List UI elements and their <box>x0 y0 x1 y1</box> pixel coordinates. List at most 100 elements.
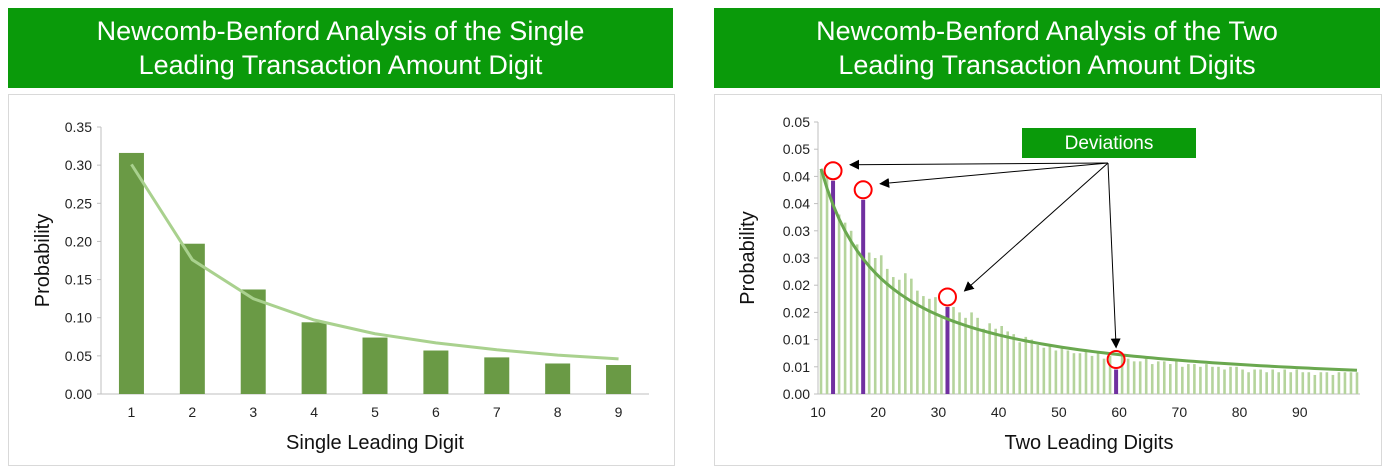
bar <box>545 363 571 394</box>
deviation-circle <box>1106 350 1126 370</box>
bar <box>1343 372 1347 394</box>
y-tick-label: 0.25 <box>65 195 92 211</box>
left-title-line-2: Leading Transaction Amount Digit <box>138 50 543 80</box>
bar <box>1120 355 1124 394</box>
bar <box>1349 372 1353 394</box>
bar <box>1048 345 1052 394</box>
x-tick-label: 2 <box>188 404 196 420</box>
deviations-label-box <box>1022 128 1196 158</box>
y-tick-label: 0.04 <box>783 168 810 184</box>
bar <box>1307 372 1311 394</box>
x-tick-label: 30 <box>931 404 947 420</box>
y-tick-label: 0.04 <box>783 196 810 212</box>
bar <box>1078 353 1082 394</box>
bar <box>1102 358 1106 394</box>
bar <box>1355 372 1359 394</box>
bar <box>988 323 991 394</box>
bar <box>1283 369 1287 394</box>
bar <box>940 317 943 394</box>
bar <box>1301 372 1305 394</box>
right-chart-panel: 0.00 0.01 0.01 0.02 0.02 0.03 0.03 0.04 0.04 0.05… <box>714 94 1382 466</box>
bar <box>1084 350 1088 394</box>
y-tick-label: 0.02 <box>783 304 810 320</box>
bar <box>910 278 913 394</box>
bar <box>982 328 985 394</box>
bar <box>1265 372 1268 394</box>
bar <box>1247 372 1250 394</box>
y-tick-label: 0.03 <box>783 250 810 266</box>
bar <box>1156 361 1160 394</box>
bar <box>1169 364 1172 394</box>
y-tick-label: 0.01 <box>783 359 810 375</box>
left-chart-title: Newcomb-Benford Analysis of the Single L… <box>8 8 673 88</box>
bar <box>952 306 955 394</box>
x-tick-label: 4 <box>310 404 318 420</box>
bar <box>1313 374 1317 394</box>
bar <box>1325 372 1329 394</box>
y-tick-label: 0.03 <box>783 223 810 239</box>
deviation-bar <box>861 199 866 394</box>
x-tick-label: 70 <box>1172 404 1188 420</box>
bar <box>1175 361 1178 394</box>
bar <box>825 176 829 394</box>
bar <box>423 350 449 394</box>
bar <box>1337 372 1341 394</box>
deviation-arrow <box>1107 162 1121 349</box>
deviation-circle <box>853 180 873 200</box>
y-tick-label: 0.00 <box>65 386 92 402</box>
x-axis-title: Two Leading Digits <box>1005 432 1174 454</box>
bar <box>1138 361 1142 394</box>
bar <box>1096 353 1100 394</box>
bar <box>1259 369 1262 394</box>
right-title-line-2: Leading Transaction Amount Digits <box>838 50 1256 80</box>
bar <box>964 317 967 394</box>
bar <box>958 312 961 394</box>
bar <box>1229 366 1232 394</box>
bar <box>1000 326 1003 394</box>
left-chart-panel: 0.00 0.05 0.10 0.15 0.20 0.25 0.30 0.35 1 2 3 4 5 6 7 8… <box>8 94 675 466</box>
bar <box>1223 369 1226 394</box>
x-tick-label: 9 <box>615 404 623 420</box>
y-axis-title: Probability <box>737 211 759 304</box>
y-tick-label: 0.01 <box>783 332 810 348</box>
bar <box>1205 364 1208 394</box>
bar <box>885 268 889 394</box>
y-tick-label: 0.20 <box>65 233 92 249</box>
y-tick-label: 0.02 <box>783 277 810 293</box>
bar <box>1036 345 1040 394</box>
bar <box>1072 353 1076 394</box>
deviation-bar <box>1114 369 1119 394</box>
bar <box>1271 369 1274 394</box>
y-tick-label: 0.10 <box>65 310 92 326</box>
bar <box>916 290 919 394</box>
left-title-line-1: Newcomb-Benford Analysis of the Single <box>96 16 585 46</box>
y-tick-label: 0.15 <box>65 272 92 288</box>
x-tick-label: 7 <box>493 404 501 420</box>
x-tick-label: 90 <box>1292 404 1308 420</box>
bar <box>1126 358 1130 394</box>
bar <box>891 277 895 394</box>
x-tick-label: 5 <box>371 404 379 420</box>
bar <box>819 170 823 394</box>
x-tick-label: 20 <box>870 404 886 420</box>
x-tick-label: 3 <box>249 404 257 420</box>
bar <box>855 244 859 394</box>
x-tick-label: 60 <box>1111 404 1127 420</box>
bar <box>970 312 973 394</box>
bar <box>1144 358 1148 394</box>
bar <box>118 152 144 394</box>
left-chart: 0.00 0.05 0.10 0.15 0.20 0.25 0.30 0.35 1 2 3 4 5 6 7 8… <box>32 119 649 454</box>
x-tick-label: 40 <box>991 404 1007 420</box>
deviation-arrow <box>963 162 1109 292</box>
bar <box>1042 347 1046 394</box>
bar <box>1090 355 1094 394</box>
y-tick-label: 0.35 <box>65 119 92 135</box>
bar <box>994 328 997 394</box>
bar <box>898 279 901 394</box>
deviations-label: Deviations <box>1065 133 1154 154</box>
bar <box>1277 372 1280 394</box>
y-tick-label: 0.30 <box>65 157 92 173</box>
bar <box>922 296 925 394</box>
bar <box>1295 369 1299 394</box>
bar <box>1012 334 1016 394</box>
